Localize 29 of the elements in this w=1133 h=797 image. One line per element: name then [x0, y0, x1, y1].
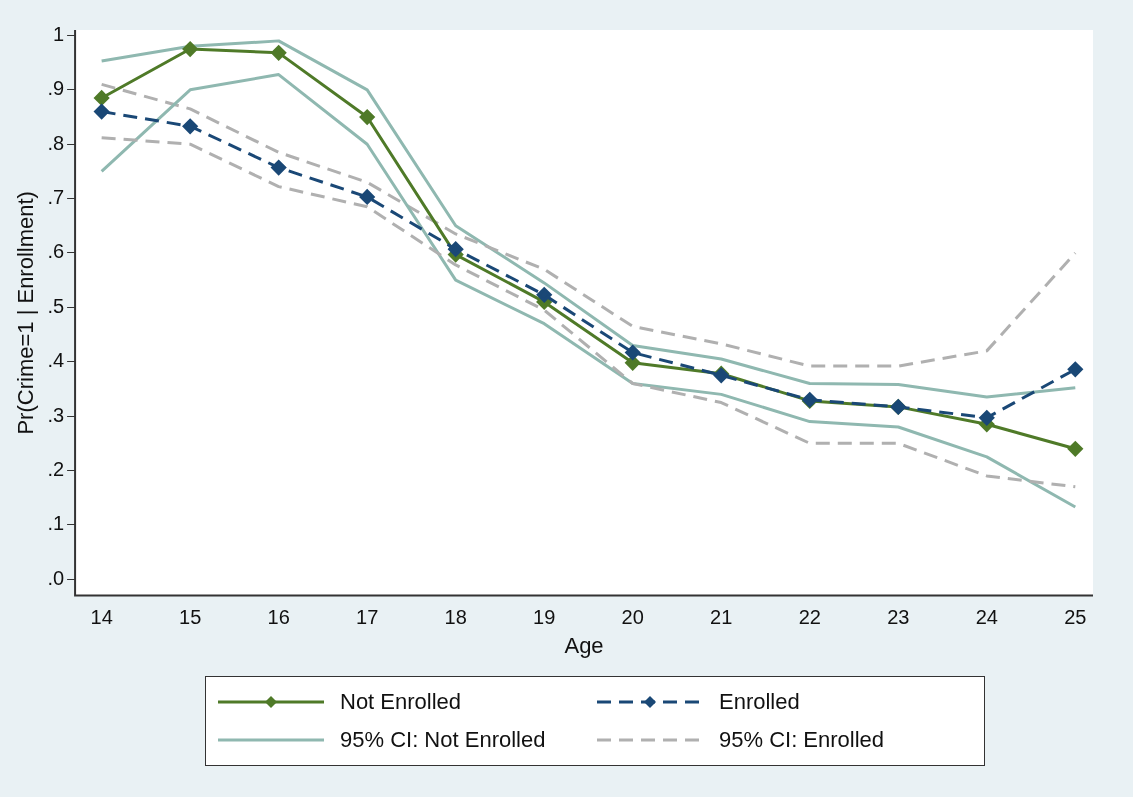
y-tick-label: .6	[47, 240, 65, 263]
y-tick-label: .2	[47, 458, 65, 481]
x-tick-label: 15	[179, 606, 202, 629]
y-tick-label: .9	[47, 77, 65, 100]
legend-label: Not Enrolled	[340, 689, 462, 715]
x-tick-label: 23	[887, 606, 910, 629]
y-tick-label: .0	[47, 566, 65, 589]
y-axis-title: Pr(Crime=1 | Enrollment)	[13, 191, 39, 435]
x-tick-label: 16	[267, 606, 290, 629]
x-tick-label: 18	[444, 606, 467, 629]
x-axis-title: Age	[564, 632, 604, 658]
x-tick-label: 20	[621, 606, 644, 629]
x-tick-label: 22	[798, 606, 821, 629]
legend-label: Enrolled	[719, 689, 800, 715]
y-tick-label: .3	[47, 403, 65, 426]
y-tick-label: .4	[47, 349, 65, 372]
y-tick-label: .8	[47, 131, 65, 154]
x-tick-label: 24	[975, 606, 998, 629]
x-tick-label: 21	[710, 606, 733, 629]
y-tick-label: .1	[47, 512, 65, 535]
y-tick-label: .5	[47, 294, 65, 317]
legend-label: 95% CI: Enrolled	[719, 727, 885, 753]
x-tick-label: 14	[90, 606, 113, 629]
x-tick-label: 17	[356, 606, 379, 629]
y-tick-label: 1	[52, 22, 65, 45]
x-tick-label: 25	[1064, 606, 1087, 629]
legend-label: 95% CI: Not Enrolled	[340, 727, 546, 753]
y-tick-label: .7	[47, 186, 65, 209]
x-tick-label: 19	[533, 606, 556, 629]
